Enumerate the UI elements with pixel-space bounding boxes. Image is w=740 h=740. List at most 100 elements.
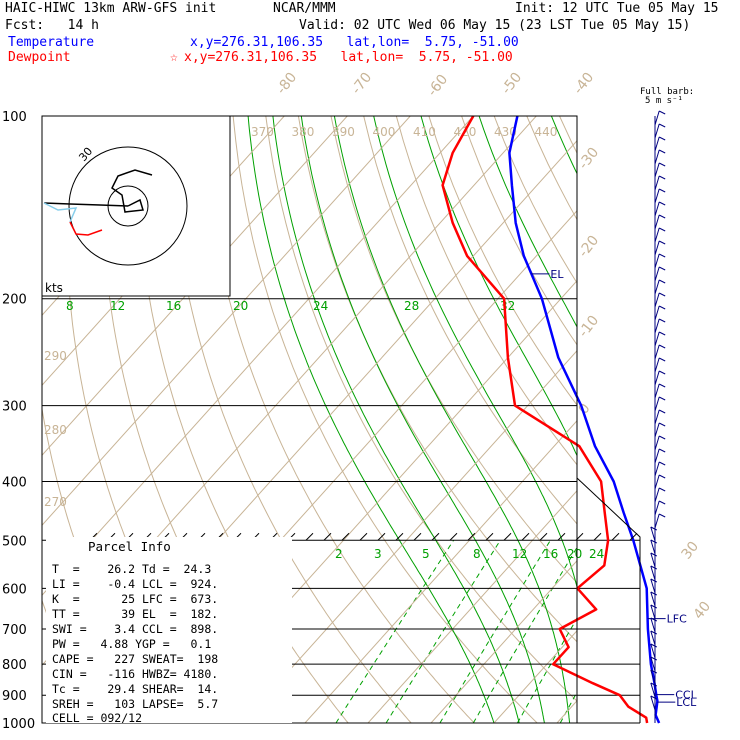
isotherm-label: 30 bbox=[679, 539, 703, 563]
wind-barb-flag bbox=[658, 123, 666, 128]
freezing-tick bbox=[611, 532, 620, 541]
wind-barb-flag bbox=[650, 526, 658, 531]
freezing-tick bbox=[521, 532, 530, 541]
isotherm-label: -20 bbox=[576, 233, 603, 261]
wind-barb-flag bbox=[658, 318, 666, 323]
wind-barb bbox=[654, 214, 660, 230]
wind-barb bbox=[654, 435, 660, 451]
wind-barb-flag bbox=[658, 474, 666, 479]
wind-barb-flag bbox=[658, 448, 666, 453]
pressure-label: 600 bbox=[2, 582, 27, 597]
wind-barb bbox=[654, 136, 660, 152]
mixing-ratio-line bbox=[439, 540, 551, 723]
dry-adiabat bbox=[200, 116, 475, 723]
wind-barb bbox=[650, 617, 656, 633]
freezing-tick bbox=[305, 532, 314, 541]
model-title: HAIC-HIWC 13km ARW-GFS init bbox=[5, 1, 217, 16]
wind-barb bbox=[650, 669, 656, 685]
wind-barb bbox=[650, 591, 656, 607]
parcel-row: Tc = 29.4 SHEAR= 14. bbox=[52, 682, 219, 696]
wind-barb bbox=[654, 331, 660, 347]
wind-barb bbox=[654, 175, 660, 191]
wind-barb-flag bbox=[650, 565, 658, 570]
theta-label: 440 bbox=[535, 125, 558, 139]
wind-barb-flag bbox=[658, 110, 666, 115]
wind-barb-flag bbox=[650, 617, 658, 622]
wind-barb-flag bbox=[658, 357, 666, 362]
temperature-location: x,y=276.31,106.35 lat,lon= 5.75, -51.00 bbox=[190, 35, 519, 50]
barb-key-title: Full barb: bbox=[640, 87, 695, 97]
wind-barb bbox=[654, 201, 660, 217]
wind-barb-flag bbox=[650, 695, 658, 700]
parcel-row: LI = -0.4 LCL = 924. bbox=[52, 577, 219, 591]
wind-barb-flag bbox=[658, 227, 666, 232]
wind-barb-flag bbox=[658, 409, 666, 414]
wind-barb-flag bbox=[658, 305, 666, 310]
wind-barb-flag bbox=[658, 435, 666, 440]
wind-barb-flag bbox=[658, 331, 666, 336]
hodograph-trace bbox=[43, 202, 129, 207]
dry-adiabat bbox=[167, 116, 412, 723]
wind-barb-flag bbox=[658, 461, 666, 466]
moist-adiabat bbox=[247, 116, 495, 723]
pressure-label: 200 bbox=[2, 293, 27, 308]
freezing-tick bbox=[377, 532, 386, 541]
mixing-ratio-line bbox=[335, 540, 455, 723]
parcel-row: SWI = 3.4 CCL = 898. bbox=[52, 622, 219, 636]
isotherm bbox=[304, 420, 577, 723]
wind-barb-flag bbox=[650, 682, 658, 687]
plot-frame bbox=[41, 115, 578, 724]
wind-barb-flag bbox=[658, 396, 666, 401]
forecast-hour: Fcst: 14 h bbox=[5, 18, 99, 33]
hodograph-trace bbox=[69, 221, 103, 236]
org-label: NCAR/MMM bbox=[273, 1, 336, 16]
moist-adiabat-label: 16 bbox=[166, 299, 181, 313]
theta-label: 390 bbox=[332, 125, 355, 139]
moist-adiabat-label: 24 bbox=[313, 299, 328, 313]
theta-label: 410 bbox=[413, 125, 436, 139]
moist-adiabat-label: 28 bbox=[404, 299, 419, 313]
wind-barb bbox=[654, 227, 660, 243]
wind-barb bbox=[654, 188, 660, 204]
wind-barb-flag bbox=[658, 500, 666, 505]
theta-label: 270 bbox=[44, 495, 67, 509]
mixing-ratio-label: 2 bbox=[335, 547, 343, 561]
wind-barb-flag bbox=[658, 253, 666, 258]
wind-barb-flag bbox=[650, 656, 658, 661]
moist-adiabat-label: 20 bbox=[233, 299, 248, 313]
theta-label: 370 bbox=[251, 125, 274, 139]
isotherm-label: -80 bbox=[274, 70, 301, 98]
moist-adiabat-label: 8 bbox=[66, 299, 74, 313]
dry-adiabat bbox=[395, 116, 577, 466]
hodograph-box bbox=[41, 115, 231, 297]
isotherm-label: -50 bbox=[499, 70, 526, 98]
wind-barb bbox=[654, 370, 660, 386]
level-marker-label: EL bbox=[550, 268, 564, 281]
dry-adiabat bbox=[592, 116, 740, 723]
wind-barb bbox=[654, 409, 660, 425]
parcel-info-box bbox=[46, 537, 292, 723]
level-marker-label: LCL bbox=[676, 696, 697, 709]
isotherm-label: 40 bbox=[691, 599, 715, 623]
isotherm bbox=[241, 350, 577, 723]
wind-barb bbox=[650, 578, 656, 594]
hodograph-trace bbox=[43, 202, 78, 223]
isotherm bbox=[430, 560, 577, 723]
parcel-row: PW = 4.88 YGP = 0.1 bbox=[52, 637, 212, 651]
dry-adiabat bbox=[265, 116, 577, 702]
wind-barb bbox=[650, 552, 656, 568]
level-marker-label: LFC bbox=[667, 613, 687, 626]
isotherm-label: -30 bbox=[576, 145, 603, 173]
dry-adiabat bbox=[461, 116, 577, 346]
freezing-tick bbox=[413, 532, 422, 541]
wind-barb-flag bbox=[658, 422, 666, 427]
wind-barb bbox=[650, 643, 656, 659]
moist-adiabat-label: 12 bbox=[110, 299, 125, 313]
mixing-ratio-label: 20 bbox=[567, 547, 582, 561]
isotherm-label: -10 bbox=[576, 313, 603, 341]
wind-barb-flag bbox=[658, 201, 666, 206]
pressure-label: 400 bbox=[2, 475, 27, 490]
wind-barb bbox=[654, 383, 660, 399]
wind-barb bbox=[654, 500, 660, 516]
